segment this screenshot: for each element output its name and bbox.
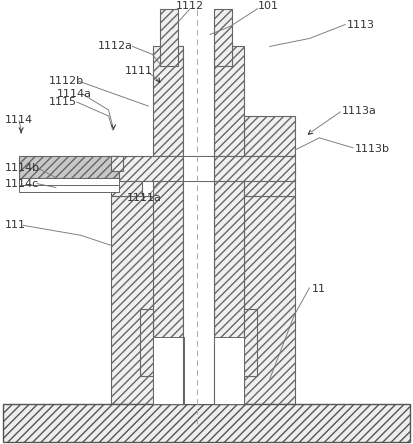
Text: 1114: 1114 [5,115,33,125]
Text: 1111: 1111 [124,66,152,76]
Bar [244,195,295,404]
Bar [153,156,183,404]
Bar [244,164,295,195]
Bar [214,156,244,404]
Bar [214,47,244,156]
Text: 111: 111 [5,220,26,230]
Text: 1112: 1112 [176,1,204,11]
Bar [111,156,123,170]
Text: 1113a: 1113a [342,106,377,116]
Text: 1112a: 1112a [97,41,133,52]
Text: 1111a: 1111a [126,193,161,202]
Bar [183,156,214,181]
Text: 1115: 1115 [49,97,77,107]
Text: 1113: 1113 [347,20,375,30]
Bar [244,116,295,156]
Bar [19,185,119,191]
Text: 11: 11 [311,284,325,294]
Bar [3,404,410,442]
Bar [140,309,153,377]
Bar [111,195,162,404]
Bar [19,156,119,178]
Text: 1112b: 1112b [49,76,84,86]
Bar [111,156,295,181]
Bar [183,8,214,404]
Text: 1114c: 1114c [5,178,40,189]
Text: 1113b: 1113b [355,144,390,154]
Bar [160,8,178,66]
Bar [19,178,119,185]
Text: 1114b: 1114b [5,163,40,173]
Text: 101: 101 [258,1,279,11]
Bar [214,8,232,66]
Bar [244,309,257,377]
Bar [153,337,184,404]
Bar [153,47,183,156]
Bar [214,337,244,404]
Bar [111,164,142,195]
Text: 1114a: 1114a [57,89,92,99]
